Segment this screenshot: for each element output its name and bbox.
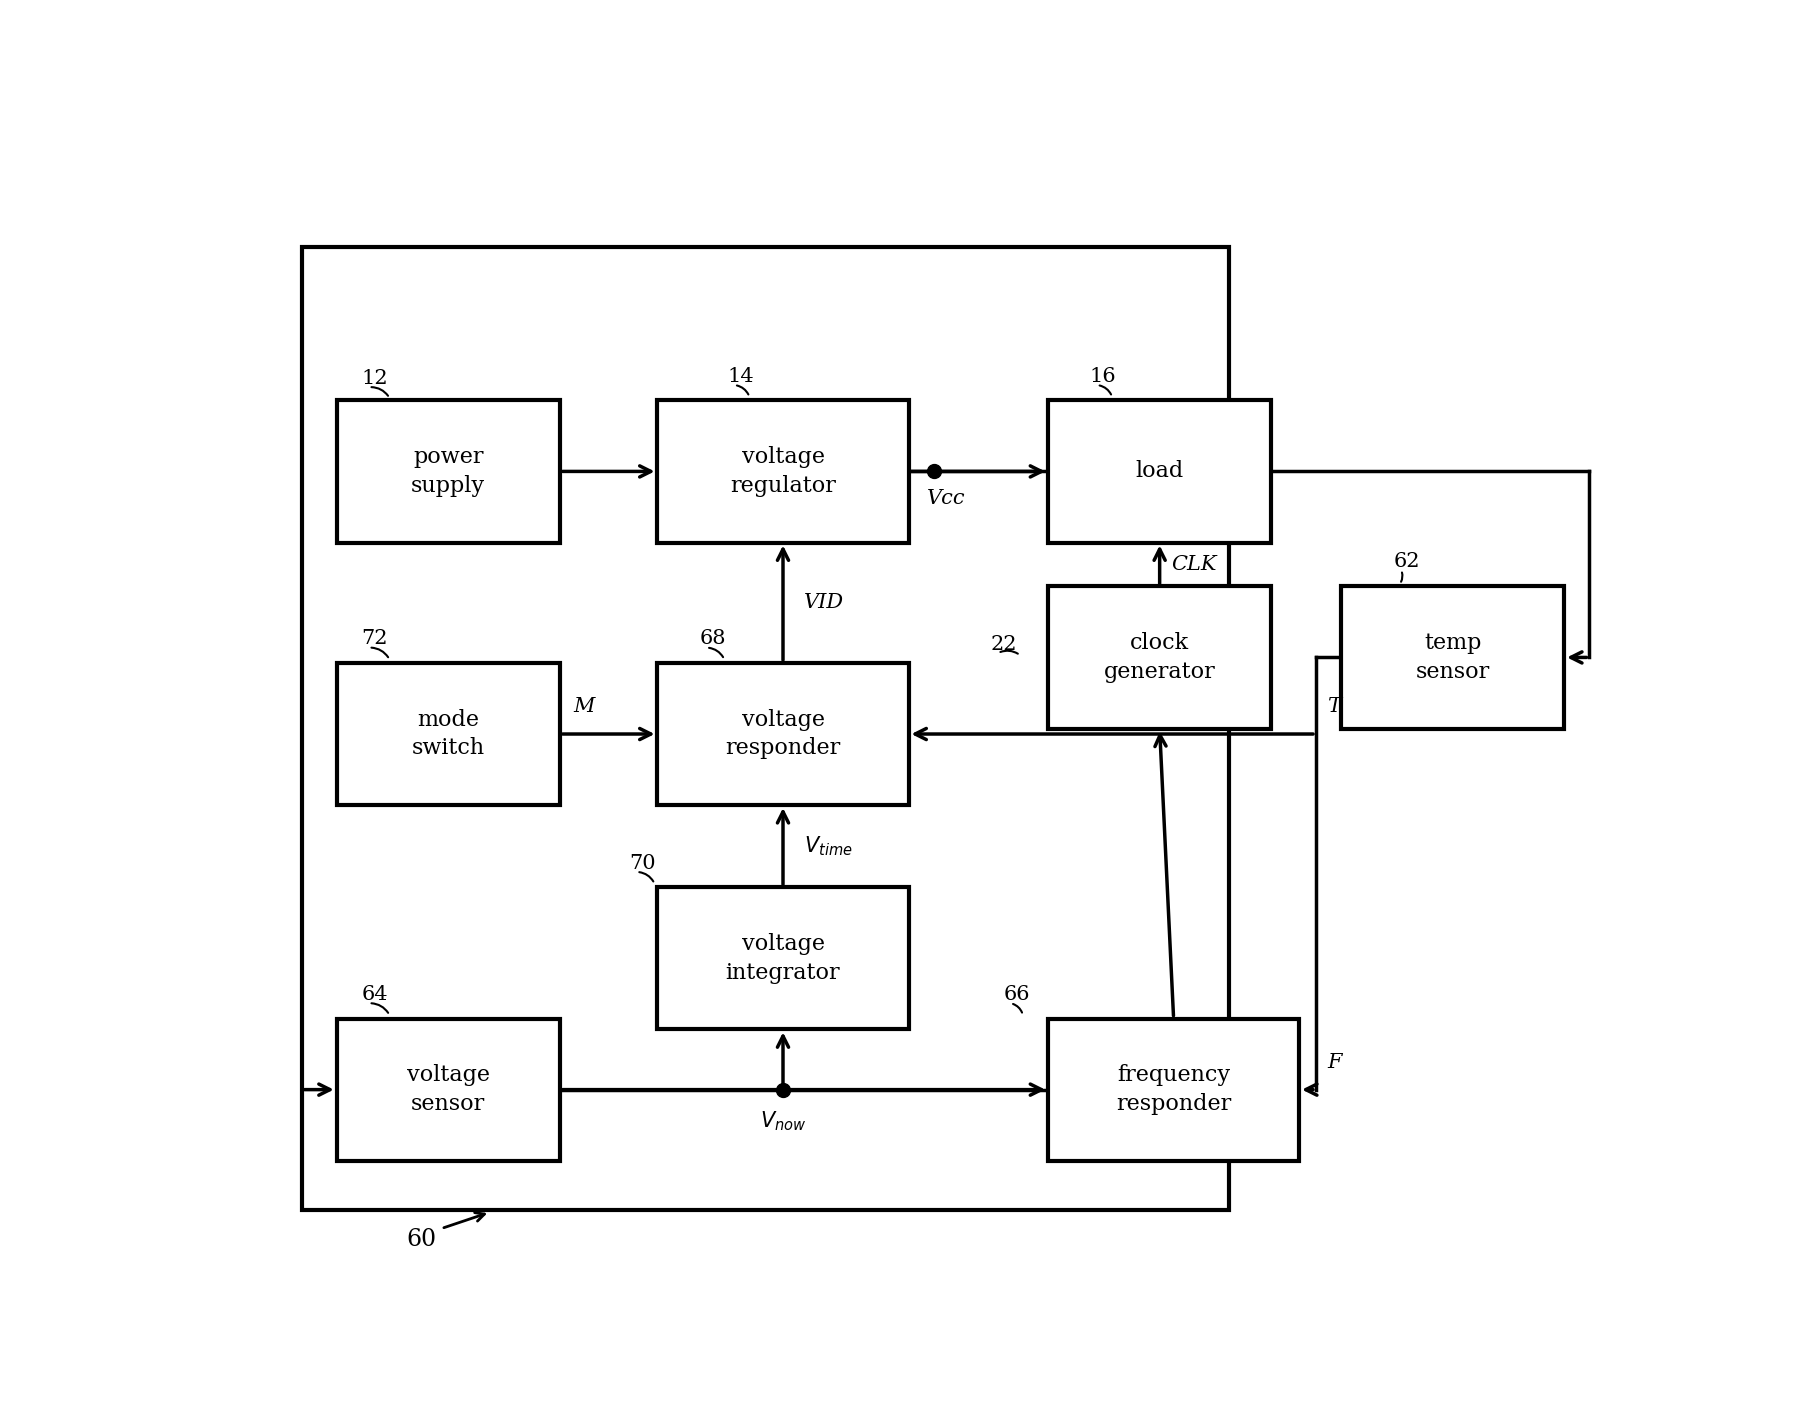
Text: 12: 12 bbox=[362, 369, 389, 388]
Text: temp
sensor: temp sensor bbox=[1415, 632, 1490, 684]
Text: 66: 66 bbox=[1003, 985, 1030, 1003]
Text: power
supply: power supply bbox=[410, 446, 486, 497]
Bar bbox=[657, 401, 909, 543]
Text: F: F bbox=[1327, 1053, 1341, 1071]
Text: 60: 60 bbox=[407, 1228, 436, 1250]
Bar bbox=[337, 1019, 560, 1161]
Bar bbox=[1048, 587, 1271, 729]
Text: 68: 68 bbox=[698, 630, 725, 648]
Text: voltage
sensor: voltage sensor bbox=[407, 1064, 490, 1115]
Text: 14: 14 bbox=[727, 367, 754, 385]
Text: 64: 64 bbox=[362, 985, 389, 1003]
Bar bbox=[1048, 1019, 1300, 1161]
Text: voltage
responder: voltage responder bbox=[725, 709, 841, 759]
Bar bbox=[337, 401, 560, 543]
Text: $\mathit{V}_{\mathit{time}}$: $\mathit{V}_{\mathit{time}}$ bbox=[805, 834, 853, 858]
Bar bbox=[1341, 587, 1564, 729]
Text: T: T bbox=[1327, 698, 1341, 716]
Text: 72: 72 bbox=[362, 630, 389, 648]
Text: voltage
regulator: voltage regulator bbox=[731, 446, 835, 497]
Text: $\mathit{V}_{\mathit{now}}$: $\mathit{V}_{\mathit{now}}$ bbox=[760, 1110, 806, 1133]
Bar bbox=[657, 887, 909, 1029]
Text: frequency
responder: frequency responder bbox=[1116, 1064, 1231, 1115]
Text: VID: VID bbox=[805, 593, 844, 612]
Text: CLK: CLK bbox=[1170, 556, 1217, 574]
Bar bbox=[1048, 401, 1271, 543]
Text: 16: 16 bbox=[1091, 367, 1116, 385]
Text: 70: 70 bbox=[630, 854, 657, 872]
Bar bbox=[337, 662, 560, 806]
Text: M: M bbox=[574, 698, 596, 716]
Bar bbox=[657, 662, 909, 806]
Text: voltage
integrator: voltage integrator bbox=[725, 934, 841, 983]
Text: 62: 62 bbox=[1393, 551, 1420, 571]
Text: Vcc: Vcc bbox=[927, 489, 965, 509]
Bar bbox=[302, 247, 1229, 1211]
Text: load: load bbox=[1136, 460, 1184, 482]
Text: clock
generator: clock generator bbox=[1103, 632, 1215, 684]
Text: 22: 22 bbox=[990, 635, 1017, 654]
Text: mode
switch: mode switch bbox=[412, 709, 484, 759]
